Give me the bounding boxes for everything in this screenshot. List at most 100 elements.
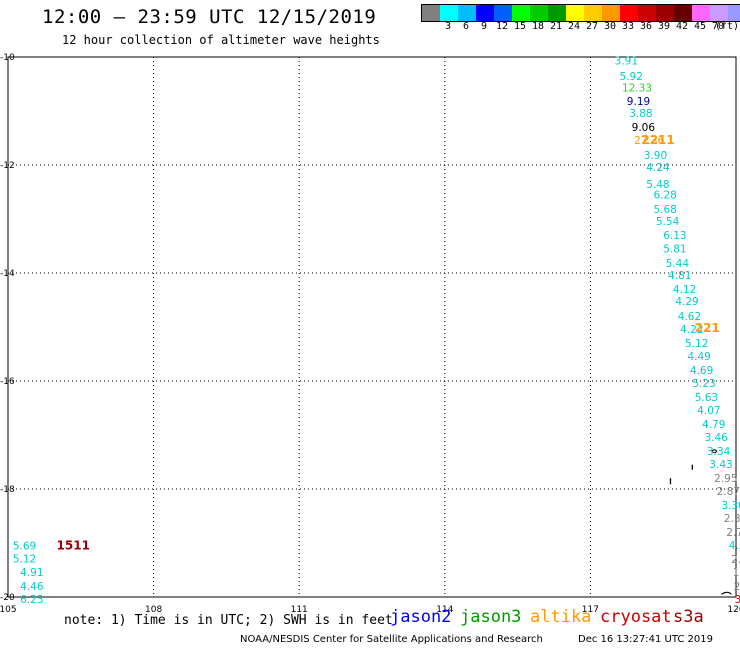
- coastline: [721, 591, 732, 595]
- lon-tick-label: 105: [0, 605, 17, 615]
- color-scale-label: 6: [462, 21, 470, 32]
- footer-note: note: 1) Time is in UTC; 2) SWH is in fe…: [64, 613, 393, 628]
- generation-timestamp: Dec 16 13:27:41 UTC 2019: [578, 634, 713, 645]
- wave-height-value: 6.23: [20, 594, 43, 606]
- color-scale-label: 36: [639, 21, 653, 32]
- wave-height-value: 2.7: [726, 527, 740, 539]
- lon-tick-label: 120: [727, 605, 740, 615]
- color-swatch: [476, 5, 494, 21]
- pass-time-label: 2211: [641, 133, 674, 147]
- wave-height-value: 4.29: [675, 296, 698, 308]
- wave-height-value: 6.13: [663, 230, 686, 242]
- wave-height-value: 2.: [731, 554, 740, 566]
- wave-height-value: 4.24: [646, 162, 670, 174]
- wave-height-value: 4.69: [690, 365, 713, 377]
- wave-height-value: 4.81: [668, 270, 691, 282]
- wave-height-value: 4.07: [697, 405, 720, 417]
- wave-height-value: 2.39: [724, 513, 740, 525]
- wave-height-value: 5.92: [620, 71, 643, 83]
- wave-height-value: 4.62: [678, 311, 701, 323]
- color-scale-label: 70: [711, 21, 725, 32]
- color-swatch: [512, 5, 530, 21]
- color-swatch: [710, 5, 728, 21]
- page-subtitle: 12 hour collection of altimeter wave hei…: [62, 33, 380, 47]
- color-scale-label: 33: [621, 21, 635, 32]
- wave-height-value: 5.48: [646, 179, 669, 191]
- wave-height-value: 5.68: [653, 204, 676, 216]
- wave-height-value: 3.91: [615, 56, 638, 68]
- color-swatch: [692, 5, 710, 21]
- color-swatch: [638, 5, 656, 21]
- color-swatch: [602, 5, 620, 21]
- wave-height-value: 5.81: [663, 244, 686, 256]
- lon-tick-label: 108: [145, 605, 162, 615]
- wave-height-value: 3.46: [704, 432, 728, 444]
- wave-height-value: 9.06: [632, 122, 656, 134]
- wave-height-value: 2.95: [714, 473, 737, 485]
- color-swatch: [728, 5, 740, 21]
- wave-height-value: 5.12: [685, 338, 708, 350]
- lon-tick-label: 114: [436, 605, 453, 615]
- wave-height-value: 4.91: [20, 567, 43, 579]
- mission-label-jason2: jason2: [390, 607, 452, 627]
- wave-height-value: 4.12: [673, 284, 696, 296]
- wave-height-value: 3.88: [629, 108, 652, 120]
- wave-height-value: 3.34: [707, 446, 731, 458]
- lon-tick-label: 111: [291, 605, 308, 615]
- lat-tick-label: -10: [0, 53, 15, 63]
- island-outline: [711, 449, 718, 454]
- wave-height-value: 4.22: [680, 324, 703, 336]
- wave-height-value: 4.49: [687, 351, 710, 363]
- lon-tick-label: 117: [582, 605, 599, 615]
- color-swatch: [440, 5, 458, 21]
- color-scale-unit: (ft): [715, 21, 740, 32]
- wave-height-value: 5.63: [695, 392, 718, 404]
- color-scale-label: 42: [675, 21, 689, 32]
- credit-line: NOAA/NESDIS Center for Satellite Applica…: [240, 634, 543, 645]
- color-swatch: [620, 5, 638, 21]
- wave-height-value: 5.23: [692, 378, 715, 390]
- lat-tick-label: -20: [0, 593, 15, 603]
- color-swatch: [674, 5, 692, 21]
- pass-time-label: 221: [695, 321, 720, 335]
- color-scale-label: 39: [657, 21, 671, 32]
- wave-height-value: 3.43: [709, 459, 732, 471]
- mission-label-jason3: jason3: [460, 607, 522, 627]
- wave-height-value: 5.12: [13, 554, 36, 566]
- color-scale-label: 3: [444, 21, 452, 32]
- color-scale-label: 18: [531, 21, 545, 32]
- color-scale-bar: [421, 4, 740, 22]
- color-scale-label: 24: [567, 21, 581, 32]
- mission-label-altika: altika: [530, 607, 592, 627]
- map-frame: [7, 56, 737, 598]
- color-swatch: [584, 5, 602, 21]
- wave-height-value: 4.79: [702, 419, 725, 431]
- wave-height-value: 12.33: [622, 83, 652, 95]
- color-scale-label: 30: [603, 21, 617, 32]
- page-title: 12:00 – 23:59 UTC 12/15/2019: [42, 6, 377, 28]
- color-swatch: [530, 5, 548, 21]
- color-swatch: [422, 5, 440, 21]
- wave-height-value: 1.: [733, 567, 740, 579]
- lat-tick-label: -12: [0, 161, 15, 171]
- mission-label-s3a: s3a: [673, 607, 704, 627]
- lat-tick-label: -16: [0, 377, 15, 387]
- wave-height-value: 5.69: [13, 541, 36, 553]
- color-swatch: [548, 5, 566, 21]
- color-scale-label: 9: [480, 21, 488, 32]
- wave-height-value: 9.19: [627, 96, 650, 108]
- wave-height-value: 5.54: [656, 216, 680, 228]
- wave-height-value: 3.30: [721, 500, 740, 512]
- lat-tick-label: -18: [0, 485, 15, 495]
- wave-height-value: 2.87: [717, 486, 740, 498]
- lat-tick-label: -14: [0, 269, 15, 279]
- color-scale-label: 21: [549, 21, 563, 32]
- color-scale-label: 15: [513, 21, 527, 32]
- wave-height-value: 2: [734, 581, 740, 593]
- color-scale-label: 27: [585, 21, 599, 32]
- pass-time-label: 1511: [57, 539, 90, 553]
- wave-height-value: 4.3: [729, 540, 740, 552]
- wave-height-value: 27.36: [634, 135, 664, 147]
- mission-label-cryosat: cryosat: [600, 607, 672, 627]
